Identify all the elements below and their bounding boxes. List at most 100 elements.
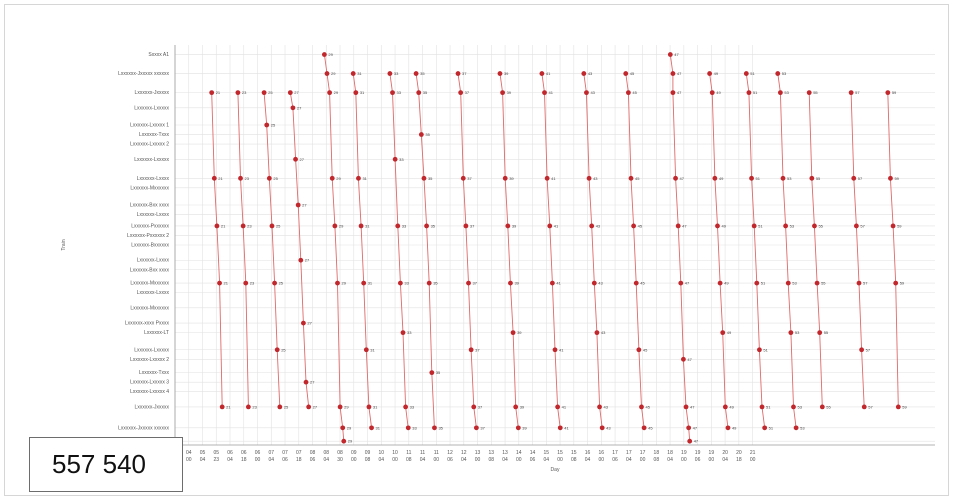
y-tick-label: Lxxxxxx-Jxxxxx bbox=[135, 90, 170, 96]
train-point bbox=[390, 90, 395, 96]
train-point-label: 49 bbox=[729, 404, 734, 409]
train-point-label: 51 bbox=[756, 176, 761, 181]
train-line bbox=[541, 73, 561, 428]
train-line bbox=[352, 73, 373, 428]
train-point bbox=[369, 425, 374, 431]
x-tick-label: 08 bbox=[310, 450, 316, 456]
train-point bbox=[471, 404, 477, 410]
x-tick-label-sub: 00 bbox=[392, 457, 398, 463]
x-tick-label: 07 bbox=[296, 450, 302, 456]
train-point-label: 37 bbox=[470, 223, 475, 228]
train-point-label: 43 bbox=[590, 90, 595, 95]
train-point bbox=[327, 90, 333, 96]
x-tick-label: 17 bbox=[640, 450, 646, 456]
x-tick-label-sub: 04 bbox=[722, 457, 728, 463]
train-point bbox=[214, 223, 220, 229]
train-point bbox=[625, 90, 631, 96]
train-point-label: 45 bbox=[632, 90, 637, 95]
x-tick-label-sub: 00 bbox=[599, 457, 605, 463]
train-point bbox=[591, 280, 597, 286]
train-line bbox=[211, 92, 223, 407]
train-point-label: 53 bbox=[792, 281, 797, 286]
train-point-label: 29 bbox=[344, 404, 349, 409]
x-tick-label-sub: 04 bbox=[667, 457, 673, 463]
train-point-label: 57 bbox=[868, 404, 873, 409]
train-point-label: 45 bbox=[648, 425, 653, 430]
train-point-label: 33 bbox=[402, 223, 407, 228]
x-tick-label-sub: 06 bbox=[612, 457, 618, 463]
x-tick-label: 05 bbox=[213, 450, 219, 456]
train-point bbox=[623, 71, 629, 76]
train-line bbox=[887, 92, 899, 407]
x-tick-label-sub: 18 bbox=[736, 457, 742, 463]
train-line bbox=[323, 54, 345, 442]
train-point bbox=[785, 280, 791, 286]
train-point bbox=[633, 280, 639, 286]
train-point bbox=[426, 280, 432, 286]
y-tick-label: Lxxxxxx-Mxxxxxx bbox=[130, 305, 169, 311]
train-point bbox=[888, 175, 893, 181]
train-point-label: 51 bbox=[753, 90, 758, 95]
train-point bbox=[673, 175, 678, 181]
y-tick-label: Lxxxxxx-xxxx Pxxxx bbox=[125, 321, 170, 327]
train-point bbox=[363, 347, 369, 353]
train-line bbox=[457, 73, 477, 428]
x-tick-label: 21 bbox=[750, 450, 756, 456]
train-point bbox=[819, 404, 825, 410]
train-point-label: 53 bbox=[782, 71, 787, 76]
train-point-label: 55 bbox=[824, 330, 829, 335]
x-tick-label-sub: 04 bbox=[200, 457, 206, 463]
train-point-label: 39 bbox=[520, 404, 525, 409]
train-point bbox=[324, 71, 330, 76]
train-point-label: 35 bbox=[420, 71, 425, 76]
train-point-label: 25 bbox=[276, 223, 281, 228]
x-tick-label: 18 bbox=[654, 450, 660, 456]
train-line bbox=[745, 73, 766, 428]
x-tick-label-sub: 08 bbox=[406, 457, 412, 463]
x-tick-label-sub: 00 bbox=[434, 457, 440, 463]
x-tick-label: 08 bbox=[337, 450, 343, 456]
train-point bbox=[306, 404, 312, 410]
x-tick-label: 11 bbox=[406, 450, 411, 456]
train-point bbox=[416, 90, 422, 96]
train-point bbox=[885, 90, 891, 96]
x-tick-label-sub: 00 bbox=[640, 457, 646, 463]
train-point-label: 35 bbox=[438, 425, 443, 430]
x-tick-label-sub: 08 bbox=[489, 457, 495, 463]
y-tick-label: Lxxxxxx-Mxxxxxx bbox=[130, 185, 169, 191]
y-tick-label: Lxxxxxx-Pxxxxxx bbox=[131, 223, 169, 229]
train-point-label: 31 bbox=[373, 404, 378, 409]
train-point-label: 37 bbox=[473, 281, 478, 286]
x-tick-label: 16 bbox=[599, 450, 605, 456]
train-point-label: 33 bbox=[399, 157, 404, 162]
train-point bbox=[856, 280, 862, 286]
train-point bbox=[424, 223, 429, 229]
x-tick-label: 10 bbox=[392, 450, 398, 456]
train-point bbox=[759, 404, 765, 410]
train-point bbox=[783, 223, 789, 229]
train-line bbox=[669, 54, 691, 442]
train-point bbox=[589, 223, 595, 229]
train-point bbox=[366, 404, 372, 410]
train-point bbox=[513, 404, 519, 410]
train-point-label: 35 bbox=[436, 370, 441, 375]
train-point-label: 25 bbox=[273, 176, 278, 181]
x-tick-label: 16 bbox=[585, 450, 591, 456]
y-tick-labels: Sxxxx A1 Lxxxxxx-Jxxxxx xxxxxx Lxxxxxx-Jxx… bbox=[118, 52, 169, 445]
train-point-label: 31 bbox=[362, 176, 367, 181]
train-point bbox=[890, 223, 896, 229]
x-tick-labels: 4504000504052306040618060007040706071808… bbox=[174, 450, 756, 463]
train-point-label: 57 bbox=[860, 223, 865, 228]
x-tick-label: 20 bbox=[736, 450, 742, 456]
x-tick-label-sub: 00 bbox=[255, 457, 261, 463]
x-tick-label-sub: 00 bbox=[351, 457, 357, 463]
train-point bbox=[508, 280, 513, 286]
train-point-label: 45 bbox=[635, 176, 640, 181]
x-tick-label-sub: 04 bbox=[626, 457, 632, 463]
x-tick-label: 06 bbox=[227, 450, 233, 456]
train-point bbox=[641, 425, 647, 431]
train-point-label: 39 bbox=[514, 281, 519, 286]
x-tick-label: 17 bbox=[626, 450, 632, 456]
train-point-label: 47 bbox=[694, 439, 699, 444]
x-tick-label-sub: 04 bbox=[379, 457, 385, 463]
